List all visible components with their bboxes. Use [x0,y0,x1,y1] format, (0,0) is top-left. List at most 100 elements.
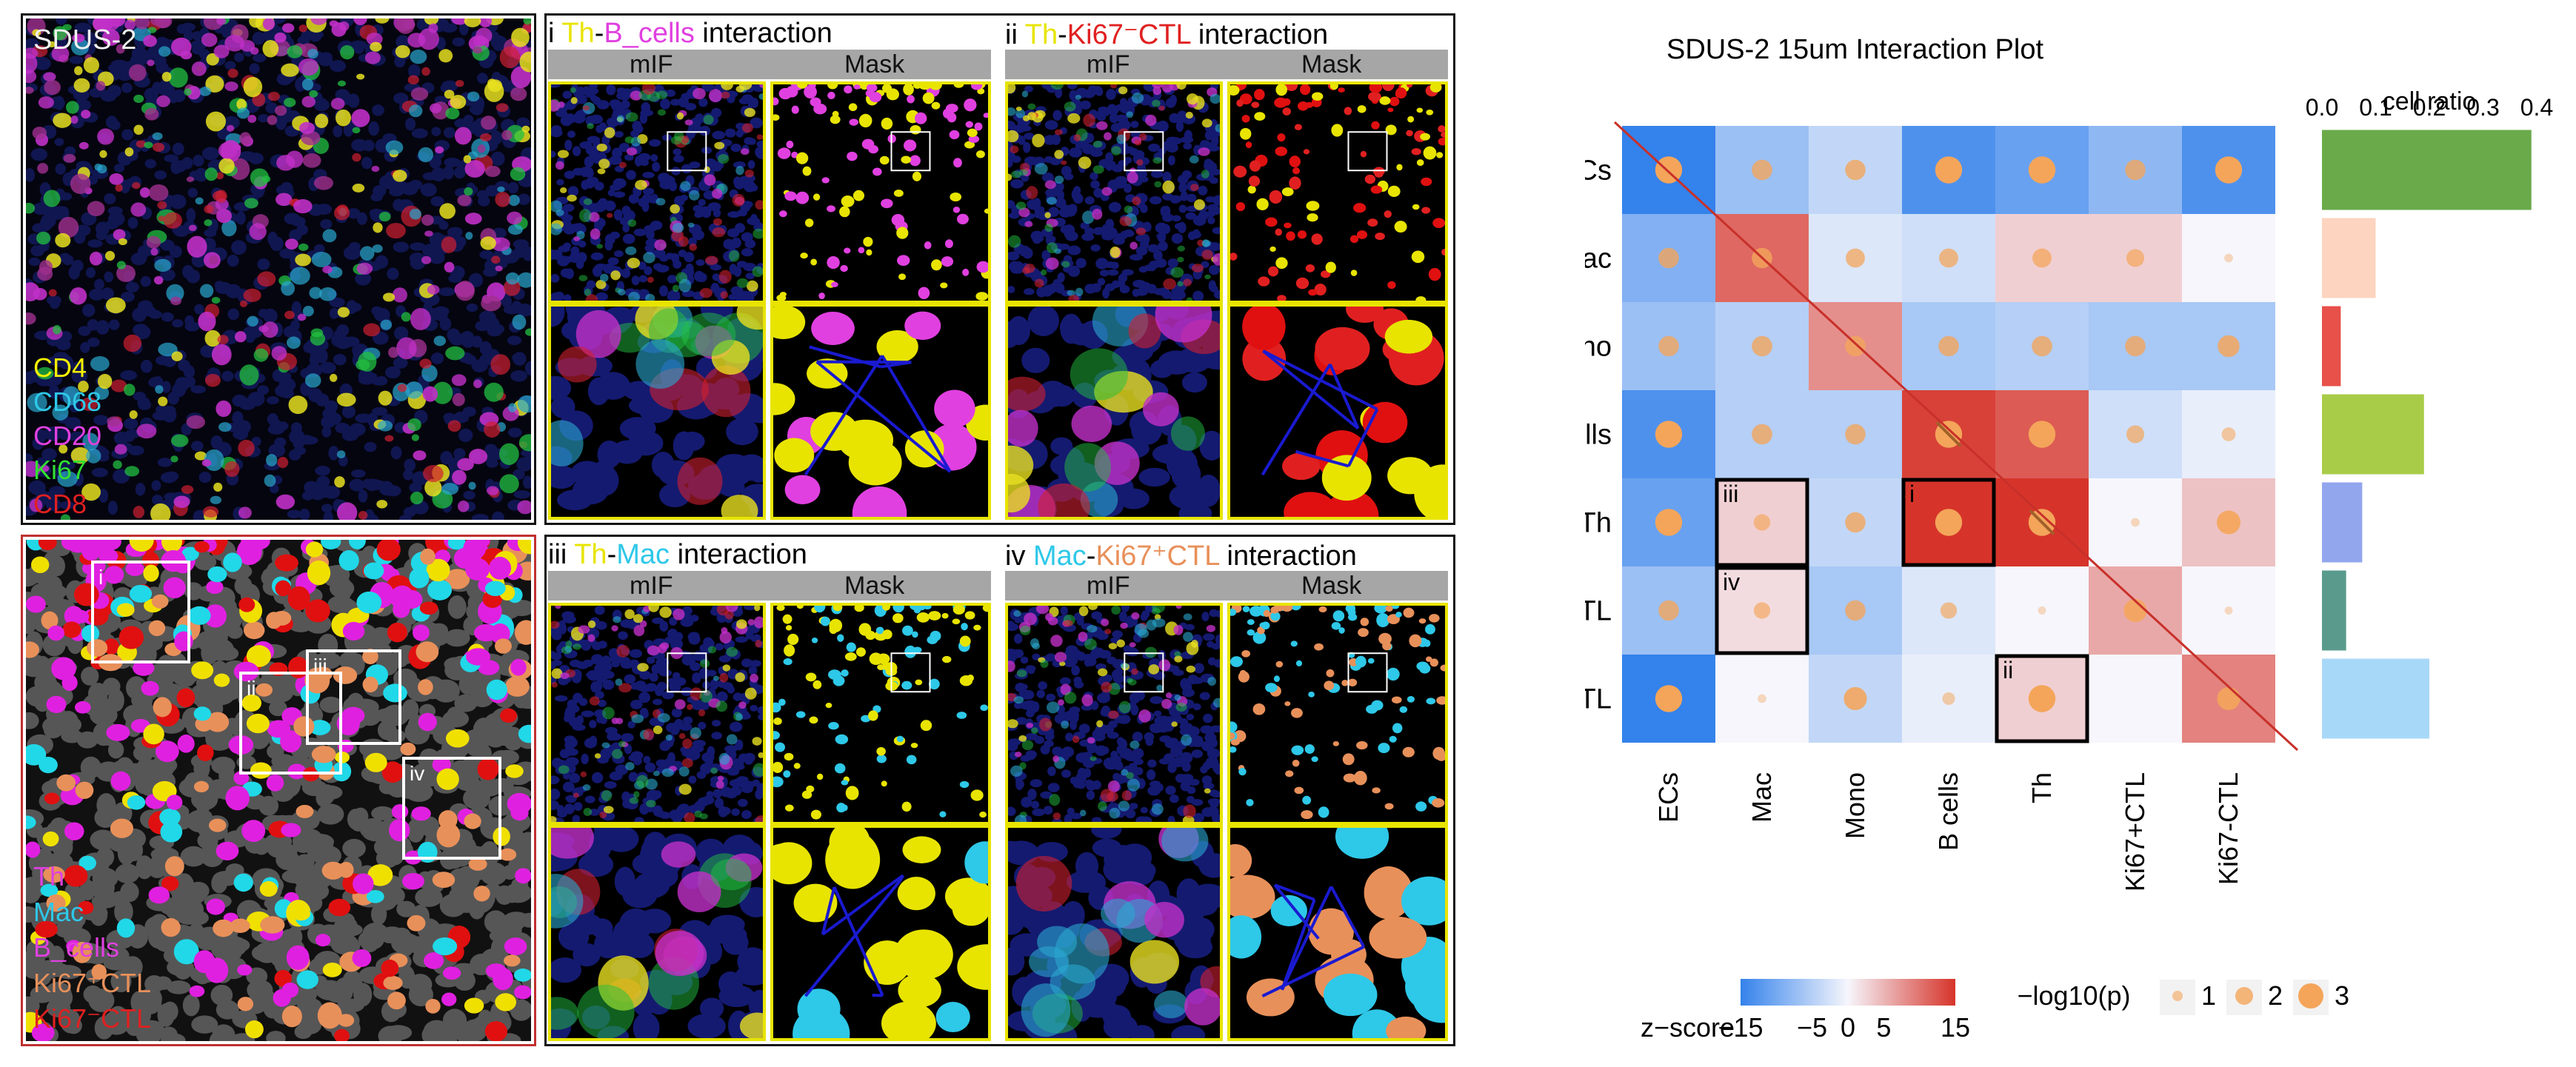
column-label-mask: Mask [844,50,905,78]
significance-dot [1845,335,1866,357]
panel-mif-zoom-image [1005,825,1223,1041]
significance-dot [2217,686,2240,711]
colorbar-label: z−score [1641,1012,1735,1043]
significance-dot [1752,159,1772,181]
interaction-heatmap: iiiiiviiECsMacMonoB cellsThKi67+CTLKi67-… [1585,87,2553,1043]
cell-ratio-tick: 0.3 [2466,94,2499,121]
significance-dot [2032,335,2052,357]
significance-dot [1845,159,1866,181]
row-label: Ki67-CTL [1585,684,1612,715]
panel-mask-image [1227,603,1448,825]
cell-ratio-title: cell ratio [2383,87,2477,116]
significance-dot [1939,248,1958,268]
colorbar [1741,979,1955,1006]
column-label-mask: Mask [844,572,905,600]
legend-item: Ki67⁺CTL [33,968,152,998]
panel-column-header: mIF Mask [548,50,991,79]
size-legend-dot [2235,987,2253,1005]
significance-dot [1935,509,1963,536]
overview-mif-frame: SDUS-2 CD4 CD68 CD20 Ki67 CD8 [21,13,536,525]
legend-item: CD4 [33,352,87,383]
significance-dot [2125,335,2146,357]
legend-item: B_cells [33,932,120,963]
significance-dot [1935,156,1963,184]
legend-item: CD68 [33,387,102,417]
overview-mask-image: i ii iii iv [26,540,531,1041]
significance-dot [1655,509,1683,536]
significance-dot [2224,606,2233,615]
row-label: Mac [1585,244,1612,275]
column-label-mask: Mask [1301,50,1362,78]
column-label-mif: mIF [630,50,673,78]
significance-dot [1845,600,1866,621]
significance-dot [2125,159,2146,181]
significance-dot [1753,514,1771,531]
roi-box [239,672,342,775]
significance-dot [2126,425,2145,444]
significance-dot [2221,427,2236,441]
panel-mif-zoom-image [1005,304,1223,520]
panel-title: iii Th-Mac interaction [548,539,807,570]
panel-mask-zoom-image [770,825,991,1041]
legend-item: CD20 [33,421,102,451]
row-label: Mono [1585,332,1612,363]
heatmap-cell [1995,566,2089,655]
colorbar-tick: 15 [1941,1012,1970,1043]
column-label-mif: mIF [1087,572,1130,600]
significance-dot [1942,692,1955,706]
significance-dot [1658,600,1679,621]
column-label-mask: Mask [1301,572,1362,600]
col-label: Ki67-CTL [2213,772,2243,885]
panel-column-header: mIF Mask [1005,50,1448,79]
roi-box [306,649,401,745]
size-legend-title: −log10(p) [2017,980,2130,1011]
significance-dot [2126,249,2145,267]
size-legend-label: 1 [2201,980,2216,1011]
significance-dot [2224,253,2233,263]
col-label: Ki67+CTL [2120,772,2150,892]
panel-mask-zoom-image [1227,304,1448,520]
significance-dot [1658,247,1679,269]
highlight-label: ii [2003,657,2013,683]
significance-dot [2131,518,2140,527]
roi-label: ii [247,677,256,700]
legend-item: Mac [33,897,84,927]
cell-ratio-tick: 0.4 [2520,94,2553,121]
heatmap-cell [2089,655,2182,743]
overview-mask-frame: i ii iii iv Th Mac B_cells Ki67⁺CTL Ki67⁻CTL [21,535,536,1046]
colorbar-tick: 0 [1841,1012,1855,1043]
panel-mask-image [770,603,991,825]
significance-dot [1658,335,1679,357]
significance-dot [1752,335,1772,357]
col-label: Mac [1746,772,1777,823]
colorbar-tick: 5 [1876,1012,1891,1043]
panel-title: i Th-B_cells interaction [548,18,832,49]
size-legend-label: 3 [2335,980,2349,1011]
sample-label: SDUS-2 [33,24,137,56]
panel-title: iv Mac-Ki67⁺CTL interaction [1005,541,1357,572]
col-label: ECs [1653,772,1684,823]
panel-mask-image [770,81,991,304]
cell-ratio-bar [2322,306,2341,387]
highlight-box [1901,478,1996,567]
panel-mif-zoom-image [548,825,766,1041]
significance-dot [2217,510,2240,535]
panel-column-header: mIF Mask [1005,571,1448,601]
cell-ratio-tick: 0.2 [2413,94,2446,121]
legend-item: Th [33,861,65,892]
panel-mif-image [1005,603,1223,825]
row-label: ECs [1585,155,1612,187]
significance-dot [1845,424,1866,445]
highlight-box [1715,478,1809,567]
roi-box [402,757,501,860]
diagonal-line [1613,121,2299,752]
significance-dot [2038,606,2046,615]
legend-item: Ki67⁻CTL [33,1003,152,1034]
cell-ratio-bar [2322,658,2429,739]
significance-dot [2032,248,2052,268]
roi-label: i [99,566,103,589]
col-label: Mono [1840,772,1870,839]
roi-label: iv [410,762,424,785]
row-label: Ki67+CTL [1585,596,1612,627]
highlight-box [1995,654,2089,743]
